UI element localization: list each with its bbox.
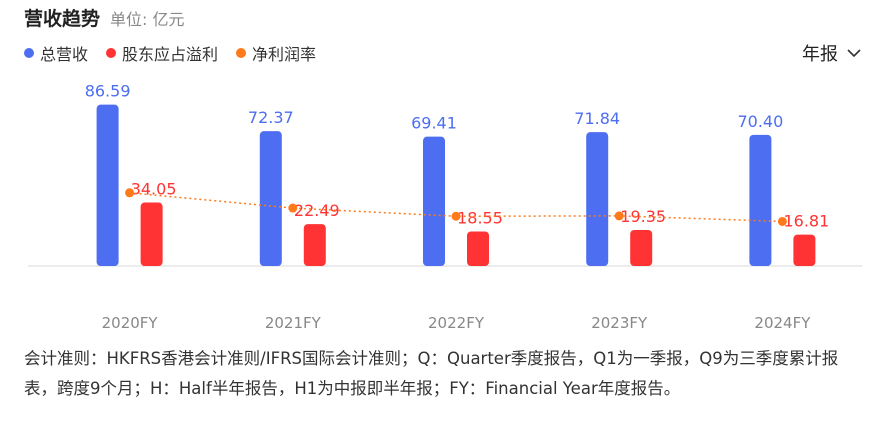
legend-label-profit: 股东应占溢利 <box>122 45 219 64</box>
chart-header: 营收趋势 单位: 亿元 <box>24 4 185 32</box>
bar-profit <box>630 229 653 266</box>
x-tick-label: 2021FY <box>265 314 322 332</box>
data-label-profit: 16.81 <box>783 212 829 231</box>
bar-revenue <box>423 136 445 266</box>
legend-item-margin[interactable]: 净利润率 <box>236 41 316 65</box>
point-net-margin <box>288 203 298 213</box>
footnote: 会计准则：HKFRS香港会计准则/IFRS国际会计准则；Q：Quarter季度报… <box>24 349 839 398</box>
data-label-profit: 18.55 <box>457 208 503 227</box>
chart-svg: 86.59 34.05 2020FY 72.37 22.49 2021FY 69.41 18.… <box>28 82 862 332</box>
chart-area: 86.59 34.05 2020FY 72.37 22.49 2021FY 69.41 18.… <box>28 82 862 332</box>
x-tick-label: 2023FY <box>591 314 648 332</box>
legend-item-profit[interactable]: 股东应占溢利 <box>106 41 218 65</box>
chevron-down-icon <box>847 49 861 58</box>
data-label-profit: 19.35 <box>620 207 666 226</box>
legend-dot-revenue <box>24 48 34 58</box>
legend: 总营收 股东应占溢利 净利润率 <box>24 41 316 65</box>
data-label-profit: 34.05 <box>131 180 177 199</box>
period-dropdown-label: 年报 <box>802 44 838 65</box>
bar-profit <box>793 234 816 266</box>
bar-revenue <box>259 131 282 266</box>
x-tick-label: 2020FY <box>102 314 159 332</box>
period-dropdown[interactable]: 年报 <box>802 40 862 66</box>
data-label-revenue: 71.84 <box>574 109 620 128</box>
bar-profit <box>140 202 163 266</box>
data-label-revenue: 72.37 <box>248 108 294 127</box>
x-tick-label: 2024FY <box>754 314 811 332</box>
data-label-revenue: 86.59 <box>85 82 131 101</box>
bar-revenue <box>586 132 609 266</box>
data-label-profit: 22.49 <box>294 201 340 220</box>
legend-dot-profit <box>106 48 117 58</box>
data-label-revenue: 69.41 <box>411 114 457 133</box>
point-net-margin <box>777 216 787 226</box>
bar-profit <box>303 224 326 266</box>
point-net-margin <box>125 188 135 198</box>
bar-profit <box>467 231 489 266</box>
x-tick-label: 2022FY <box>428 314 485 332</box>
point-net-margin <box>614 211 624 221</box>
legend-label-revenue: 总营收 <box>40 45 89 64</box>
data-label-revenue: 70.40 <box>737 112 783 131</box>
bar-revenue <box>749 134 772 266</box>
legend-item-revenue[interactable]: 总营收 <box>24 41 88 65</box>
legend-dot-margin <box>236 48 247 58</box>
unit-label: 单位: 亿元 <box>110 10 185 29</box>
bar-revenue <box>96 104 119 266</box>
chart-title: 营收趋势 <box>24 8 101 30</box>
legend-label-margin: 净利润率 <box>252 45 317 64</box>
point-net-margin <box>451 211 461 221</box>
